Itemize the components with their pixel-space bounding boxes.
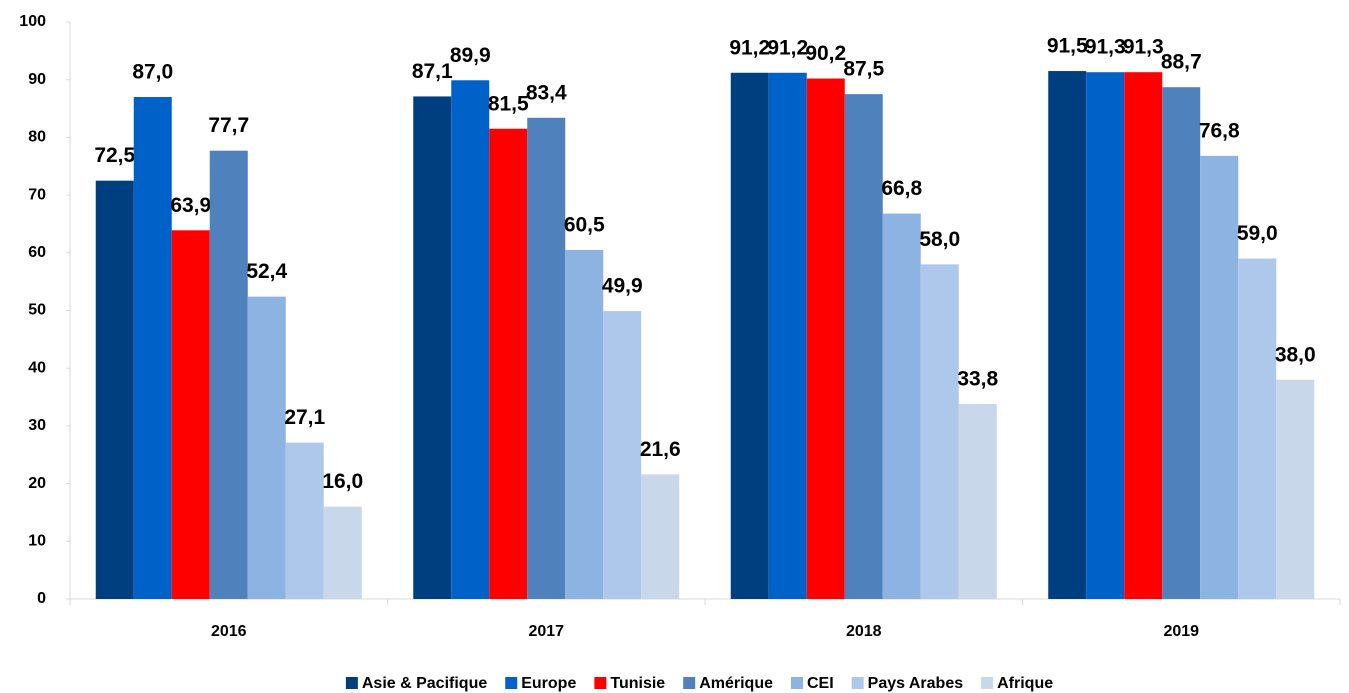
legend-swatch xyxy=(683,677,696,689)
x-tick-label: 2017 xyxy=(528,623,564,640)
bar xyxy=(171,230,210,599)
legend-swatch xyxy=(505,677,518,689)
data-label: 91,2 xyxy=(729,36,770,59)
data-label: 58,0 xyxy=(919,228,960,251)
data-label: 83,4 xyxy=(526,81,567,104)
data-label: 16,0 xyxy=(322,470,363,493)
bar xyxy=(1048,71,1087,600)
data-label: 63,9 xyxy=(170,194,211,217)
y-tick-label: 10 xyxy=(28,533,46,550)
y-tick-label: 80 xyxy=(28,129,46,146)
bar xyxy=(209,150,248,599)
bar xyxy=(920,264,959,599)
bar xyxy=(133,97,172,599)
x-tick-label: 2019 xyxy=(1163,623,1199,640)
data-label: 89,9 xyxy=(450,44,491,67)
data-label: 52,4 xyxy=(246,260,287,283)
bar xyxy=(565,249,604,600)
data-label: 87,1 xyxy=(412,60,453,83)
legend-label: Europe xyxy=(521,675,576,692)
legend-swatch xyxy=(790,677,803,689)
data-label: 21,6 xyxy=(640,438,681,461)
legend-label: Pays Arabes xyxy=(868,675,964,692)
data-label: 91,3 xyxy=(1123,36,1164,59)
bar xyxy=(1086,72,1125,600)
bar xyxy=(806,78,845,599)
data-label: 91,5 xyxy=(1047,35,1088,58)
data-label: 77,7 xyxy=(208,114,249,137)
bar xyxy=(1162,87,1201,600)
data-label: 49,9 xyxy=(602,275,643,298)
x-tick-label: 2016 xyxy=(211,623,247,640)
bar xyxy=(1238,258,1277,599)
data-label: 60,5 xyxy=(564,213,605,236)
data-label: 33,8 xyxy=(957,368,998,391)
legend-swatch xyxy=(851,677,864,689)
bar xyxy=(413,96,452,600)
y-tick-label: 90 xyxy=(28,71,46,88)
legend-label: Afrique xyxy=(997,675,1053,692)
y-tick-label: 0 xyxy=(37,590,46,607)
data-label: 59,0 xyxy=(1237,222,1278,245)
data-label: 87,0 xyxy=(132,61,173,84)
legend-swatch xyxy=(345,677,358,689)
legend-label: Amérique xyxy=(699,675,773,692)
bar xyxy=(247,296,286,599)
legend-label: CEI xyxy=(807,675,834,692)
y-tick-label: 60 xyxy=(28,244,46,261)
bar xyxy=(882,213,921,599)
data-label: 66,8 xyxy=(881,177,922,200)
bar xyxy=(489,128,528,599)
legend-label: Asie & Pacifique xyxy=(362,675,487,692)
data-label: 90,2 xyxy=(805,42,846,65)
data-label: 91,2 xyxy=(767,36,808,59)
data-label: 72,5 xyxy=(94,144,135,167)
bar xyxy=(1276,379,1315,599)
bar xyxy=(1124,72,1163,600)
y-tick-label: 20 xyxy=(28,475,46,492)
y-tick-label: 100 xyxy=(19,13,46,30)
x-tick-label: 2018 xyxy=(846,623,882,640)
bar xyxy=(641,474,680,599)
legend-swatch xyxy=(981,677,994,689)
bar xyxy=(844,94,883,599)
y-tick-label: 70 xyxy=(28,186,46,203)
bar xyxy=(527,117,566,600)
data-label: 81,5 xyxy=(488,92,529,115)
bar xyxy=(730,72,769,599)
data-label: 88,7 xyxy=(1161,51,1202,74)
data-label: 87,5 xyxy=(843,58,884,81)
bar xyxy=(451,80,490,600)
bar xyxy=(1200,155,1239,599)
bar xyxy=(323,506,362,599)
bar xyxy=(958,403,997,599)
data-label: 76,8 xyxy=(1199,119,1240,142)
bar xyxy=(768,72,807,599)
y-tick-label: 50 xyxy=(28,302,46,319)
data-label: 38,0 xyxy=(1275,343,1316,366)
y-tick-label: 30 xyxy=(28,417,46,434)
data-label: 91,3 xyxy=(1085,36,1126,59)
legend-label: Tunisie xyxy=(610,675,665,692)
bar xyxy=(285,442,324,599)
legend-swatch xyxy=(594,677,607,689)
y-tick-label: 40 xyxy=(28,359,46,376)
bar xyxy=(95,180,134,600)
data-label: 27,1 xyxy=(284,406,325,429)
bar xyxy=(603,311,642,599)
